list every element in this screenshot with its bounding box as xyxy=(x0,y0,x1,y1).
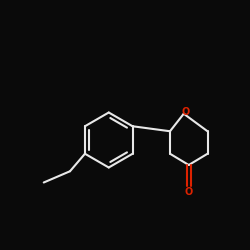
Text: O: O xyxy=(182,107,190,117)
Text: O: O xyxy=(184,187,193,197)
